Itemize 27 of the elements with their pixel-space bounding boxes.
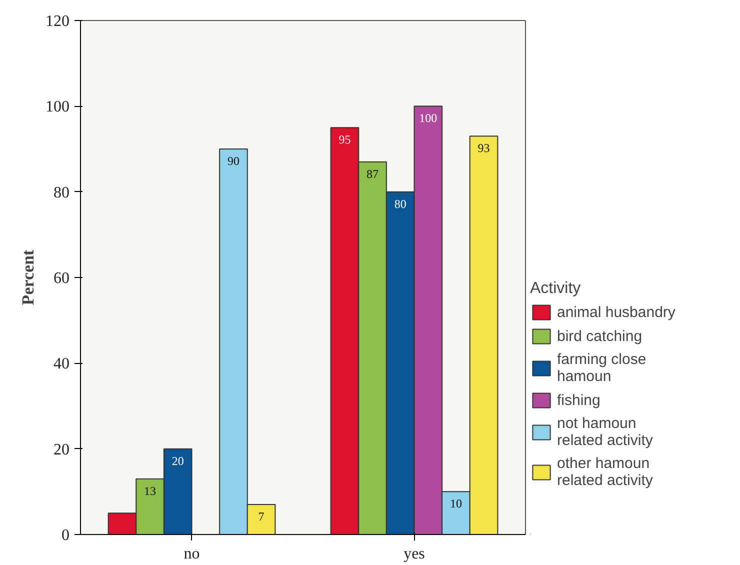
y-tick-label: 120	[46, 13, 70, 30]
y-tick-label: 80	[54, 184, 70, 202]
data-label: 90	[227, 154, 240, 168]
y-tick-label: 20	[54, 441, 70, 458]
data-label: 87	[366, 166, 379, 181]
x-tick-label: yes	[404, 546, 425, 562]
legend-label: fishing	[557, 392, 602, 408]
legend-label: bird catching	[557, 328, 644, 344]
data-label: 13	[144, 484, 156, 498]
data-label: 20	[172, 454, 184, 468]
legend-label: not hamoun related activity	[557, 415, 654, 449]
x-tick-label: no	[184, 546, 200, 562]
data-label: 7	[258, 510, 264, 524]
legend-label: farming close hamoun	[557, 351, 648, 385]
y-tick-label: 100	[46, 98, 70, 116]
data-label: 93	[478, 141, 490, 156]
data-label: 95	[338, 132, 351, 147]
data-label: 100	[419, 111, 438, 126]
data-label: 10	[450, 496, 462, 511]
y-tick-label: 0	[62, 527, 70, 544]
legend-title: Activity	[530, 280, 582, 298]
y-tick-label: 40	[54, 356, 70, 373]
legend-label: animal husbandry	[557, 304, 676, 320]
legend-label: other hamoun related activity	[557, 455, 654, 489]
data-label: 80	[394, 196, 406, 211]
y-axis-title: Percent	[18, 249, 38, 306]
y-tick-label: 60	[54, 270, 70, 287]
